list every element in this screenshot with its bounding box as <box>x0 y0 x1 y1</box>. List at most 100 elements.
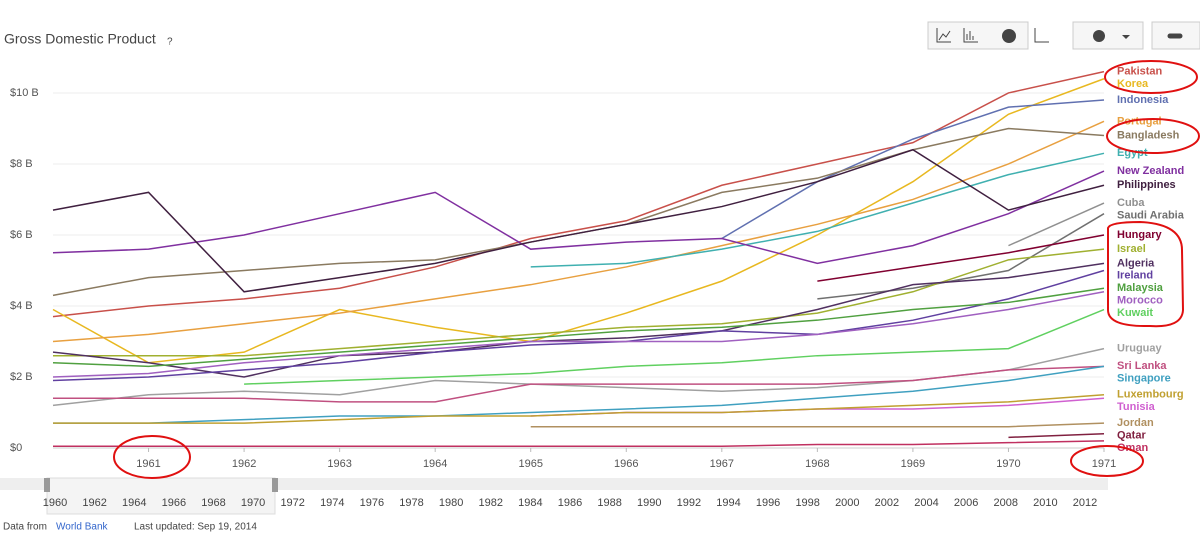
legend-label: Philippines <box>1117 179 1176 191</box>
timeline-label: 1998 <box>795 497 819 509</box>
timeline-label: 1972 <box>280 497 304 509</box>
legend-label: Pakistan <box>1117 66 1163 78</box>
circle-1971 <box>1070 445 1144 477</box>
timeline-label: 1970 <box>241 497 265 509</box>
series-line <box>530 152 1105 268</box>
line-icon[interactable] <box>936 28 951 43</box>
series-line <box>244 308 1105 385</box>
legend-label: Sri Lanka <box>1117 360 1167 372</box>
legend-label: Korea <box>1117 78 1149 90</box>
x-tick-label: 1967 <box>710 458 734 470</box>
x-tick-label: 1968 <box>805 458 829 470</box>
series-line <box>53 393 1105 424</box>
legend-label: Saudi Arabia <box>1117 209 1185 221</box>
source-prefix: Data from <box>3 522 47 533</box>
legend-label: Hungary <box>1117 229 1163 241</box>
handle-right[interactable] <box>272 478 278 492</box>
series-line <box>1008 433 1105 439</box>
circle-portugal-bangladesh <box>1106 118 1200 154</box>
series-line <box>53 440 1105 447</box>
x-tick-label: 1962 <box>232 458 256 470</box>
bar-icon[interactable] <box>963 28 978 43</box>
series-line <box>52 291 1105 378</box>
x-tick-label: 1965 <box>518 458 542 470</box>
timeline-label: 2008 <box>994 497 1018 509</box>
legend-label: New Zealand <box>1117 165 1184 177</box>
legend-label: Luxembourg <box>1117 389 1184 401</box>
timeline-label: 2006 <box>954 497 978 509</box>
timeline-label: 1978 <box>399 497 423 509</box>
series-line <box>52 170 1105 265</box>
timeline-label: 1982 <box>479 497 503 509</box>
circle-pakistan-korea <box>1104 60 1198 94</box>
legend-label: Ireland <box>1117 270 1153 282</box>
legend-label: Kuwait <box>1117 307 1153 319</box>
series-line <box>53 248 1105 357</box>
timeline-label: 2010 <box>1033 497 1057 509</box>
settings-button[interactable] <box>1072 21 1144 50</box>
toolbar <box>927 21 1200 50</box>
series-line <box>53 365 1105 403</box>
legend-label: Morocco <box>1117 295 1163 307</box>
series-line <box>530 422 1105 428</box>
dropdown-icon <box>1122 35 1130 39</box>
help[interactable]: ? <box>167 37 173 48</box>
timeline-label: 1990 <box>637 497 661 509</box>
timeline-label: 1984 <box>518 497 542 509</box>
timeline-label: 2000 <box>835 497 859 509</box>
gear-icon <box>1093 30 1105 42</box>
legend-label: Tunisia <box>1117 401 1156 413</box>
timeline-label: 1968 <box>201 497 225 509</box>
legend-label: Oman <box>1117 442 1148 454</box>
series-line <box>52 148 1105 293</box>
timeline-label: 1996 <box>756 497 780 509</box>
series-line <box>52 262 1105 378</box>
timeline-label: 1966 <box>162 497 186 509</box>
timeline-label: 1960 <box>43 497 67 509</box>
timeline-label: 1964 <box>122 497 146 509</box>
x-tick-label: 1970 <box>996 458 1020 470</box>
source-link[interactable]: World Bank <box>56 522 109 533</box>
x-tick-label: 1966 <box>614 458 638 470</box>
legend-label: Bangladesh <box>1117 129 1180 141</box>
timeline-label: 2002 <box>875 497 899 509</box>
y-tick-label: $6 B <box>10 229 33 241</box>
series-line <box>52 287 1105 368</box>
timeline-label: 1962 <box>82 497 106 509</box>
legend-label: Malaysia <box>1117 282 1164 294</box>
handle-left[interactable] <box>44 478 50 492</box>
timeline-label: 1976 <box>360 497 384 509</box>
timeline-label: 2004 <box>914 497 938 509</box>
legend-label: Israel <box>1117 243 1146 255</box>
legend-label: Singapore <box>1117 373 1171 385</box>
legend-label: Qatar <box>1117 429 1146 441</box>
series-line <box>1008 202 1105 247</box>
series-line <box>721 99 1105 240</box>
timeline-label: 1988 <box>597 497 621 509</box>
timeline-label: 1986 <box>558 497 582 509</box>
scatter-icon[interactable] <box>1034 28 1049 43</box>
series-line <box>52 78 1105 364</box>
y-tick-label: $2 B <box>10 371 33 383</box>
last-updated: Last updated: Sep 19, 2014 <box>134 522 257 533</box>
legend-label: Cuba <box>1117 197 1145 209</box>
annotations <box>113 60 1200 479</box>
timeline-selection[interactable] <box>46 477 276 515</box>
legend-label: Jordan <box>1117 417 1154 429</box>
legend-label: Uruguay <box>1117 342 1163 354</box>
legend-label: Portugal <box>1117 115 1162 127</box>
y-tick-label: $4 B <box>10 300 33 312</box>
series-line <box>817 234 1105 282</box>
x-tick-label: 1963 <box>327 458 351 470</box>
circle-1961 <box>113 435 191 479</box>
x-tick-label: 1969 <box>901 458 925 470</box>
timeline-label: 1992 <box>677 497 701 509</box>
timeline-label: 1974 <box>320 497 344 509</box>
series-line <box>53 365 1105 424</box>
x-tick-label: 1961 <box>136 458 160 470</box>
y-tick-label: $0 <box>10 442 22 454</box>
map-icon[interactable] <box>1002 29 1016 43</box>
x-tick-label: 1964 <box>423 458 447 470</box>
plot: $0 $2 B $4 B $6 B $8 B $10 B 1961 1962 1963 1964 1… <box>10 66 1185 470</box>
series-line <box>52 269 1105 382</box>
